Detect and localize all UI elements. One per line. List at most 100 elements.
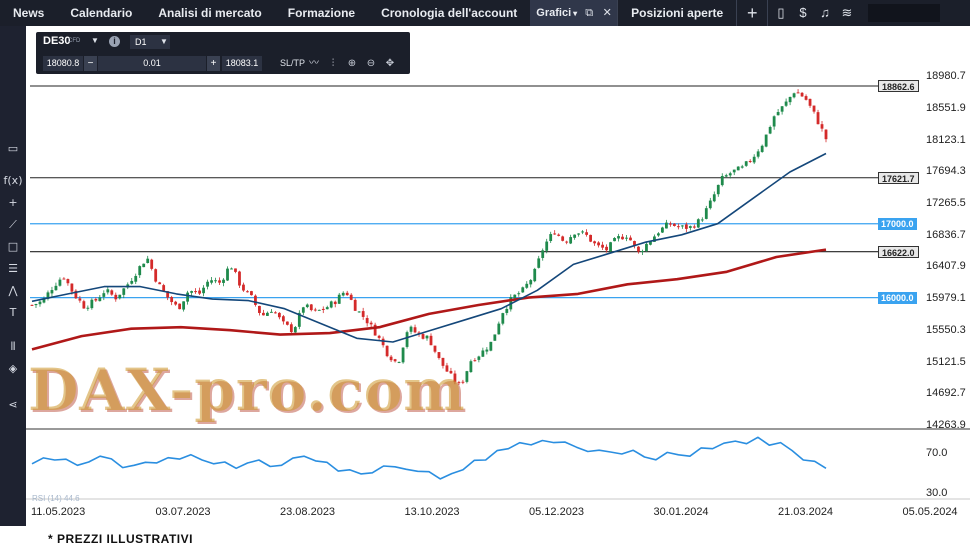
add-tab-icon[interactable]: + [746,3,758,23]
qty-input[interactable]: 0.01 [98,56,206,71]
nav-posizioni[interactable]: Posizioni aperte [631,6,724,20]
zoom-in-icon[interactable]: ⊕ [347,58,357,69]
text-icon[interactable]: T [9,306,17,319]
candle-up [357,311,361,313]
share-icon[interactable]: ⋖ [8,398,18,411]
candle-up [477,356,481,360]
candle-up [401,347,405,363]
close-tab-icon[interactable]: ✕ [597,0,618,26]
nav-calendario[interactable]: Calendario [70,6,133,20]
candle-up [780,106,784,112]
candle-down [553,233,557,235]
candle-down [313,309,317,311]
candle-down [672,223,676,226]
chevron-down-icon[interactable]: ▼ [91,36,99,45]
candle-down [250,291,253,296]
panel-icon[interactable]: ▯ [777,5,785,20]
candle-down [637,246,640,252]
candle-down [166,291,170,298]
level-label-3[interactable]: 16622.0 [878,245,919,258]
x-tick-label: 13.10.2023 [404,506,460,518]
candle-down [74,290,78,299]
candle-up [50,290,54,294]
y-tick-label: 17694.3 [926,165,966,178]
candle-down [170,297,174,303]
rectangle-tool-icon[interactable]: ▭ [7,142,19,155]
top-navigation: News Calendario Analisi di mercato Forma… [0,0,970,26]
fibonacci-icon[interactable]: ☰ [8,262,18,275]
chart-panel[interactable]: DAX-pro.com 18980.7 18551.9 18123.1 17694.3… [26,26,970,526]
candle-down [441,357,445,366]
candle-up [222,279,225,283]
timeframe-select[interactable]: D1 [130,35,170,49]
candle-down [589,234,592,242]
move-icon[interactable]: ✥ [385,58,395,69]
nav-cronologia[interactable]: Cronologia dell'account [381,6,518,20]
chart-type-icon[interactable]: 〰 [309,58,319,69]
candle-up [537,258,541,268]
candle-up [529,280,533,285]
trendline-icon[interactable]: ⟋ [9,218,17,231]
candles-icon[interactable]: ⫶ [331,58,335,69]
nav-analisi[interactable]: Analisi di mercato [158,6,262,20]
candle-down [349,294,353,300]
zoom-out-icon[interactable]: ⊖ [366,58,376,69]
rsi-tick-30: 30.0 [926,487,948,499]
candle-up [720,176,724,186]
level-label-1[interactable]: 17621.7 [878,171,919,184]
candle-up [90,299,94,309]
candle-up [768,127,772,134]
qty-minus-button[interactable]: − [84,56,97,71]
y-tick-label: 17265.5 [926,197,966,210]
ask-price[interactable]: 18083.1 [222,56,262,71]
nav-news[interactable]: News [13,6,45,20]
candle-down [413,327,417,333]
info-icon[interactable]: i [109,36,120,47]
candle-up [533,268,537,282]
candle-down [421,334,425,339]
sltp-button[interactable]: SL/TP [280,58,306,68]
level-label-2[interactable]: 17000.0 [878,217,917,230]
candle-down [158,282,162,285]
layers-icon[interactable]: ◈ [8,362,18,375]
candle-up [325,307,329,310]
candle-up [549,234,553,241]
price-chart[interactable] [26,26,970,526]
square-icon[interactable]: □ [7,240,19,253]
symbol-label[interactable]: DE30 [43,35,71,47]
bid-price[interactable]: 18080.8 [43,56,83,71]
level-label-0[interactable]: 18862.6 [878,80,919,92]
candle-down [804,96,808,100]
x-tick-label: 23.08.2023 [280,506,336,518]
candle-up [760,145,764,152]
candle-up [609,242,612,252]
fan-icon[interactable]: ⋀ [8,284,18,297]
candle-down [174,301,178,305]
wifi-icon[interactable]: ≋ [841,5,853,20]
qty-plus-button[interactable]: + [207,56,220,71]
account-box[interactable] [868,4,940,22]
level-label-4[interactable]: 16000.0 [878,291,917,304]
cfd-tag: CFD [68,38,81,44]
candle-down [285,321,289,325]
nav-grafici[interactable]: Grafici ▾ [530,0,582,26]
moving-average-fast [31,152,827,343]
crosshair-icon[interactable]: + [8,196,18,209]
candle-up [46,292,50,299]
candle-down [281,316,285,322]
indicators-icon[interactable]: ⫴ [10,340,16,353]
candle-down [812,105,816,112]
bell-icon[interactable]: ♫ [820,5,830,20]
candle-down [668,223,672,225]
popout-icon[interactable]: ⧉ [581,0,598,26]
price-alert-icon[interactable]: $ [799,5,807,20]
function-icon[interactable]: f(x) [3,174,23,187]
y-tick-label: 15979.1 [926,292,966,305]
chevron-down-icon[interactable]: ▼ [160,37,168,46]
nav-formazione[interactable]: Formazione [287,6,356,20]
candle-down [473,360,477,362]
candle-down [453,373,457,382]
x-tick-label: 11.05.2023 [31,506,86,518]
candle-up [118,294,122,299]
candle-down [585,232,589,235]
